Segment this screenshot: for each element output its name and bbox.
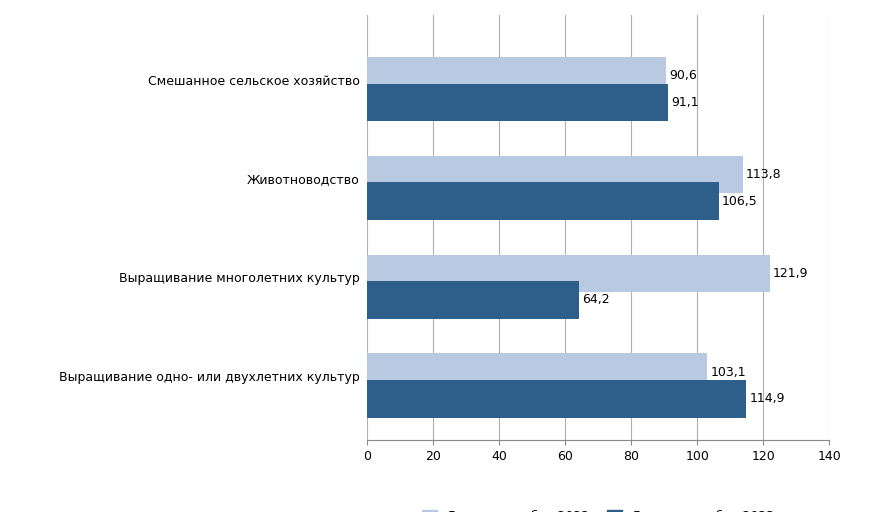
Bar bbox=[367, 83, 668, 121]
Text: 114,9: 114,9 bbox=[750, 392, 785, 406]
Bar bbox=[367, 254, 769, 292]
Bar bbox=[367, 182, 718, 220]
Bar bbox=[367, 353, 707, 391]
Text: 121,9: 121,9 bbox=[773, 267, 808, 280]
Text: 106,5: 106,5 bbox=[722, 195, 758, 208]
Text: 91,1: 91,1 bbox=[671, 96, 698, 109]
Bar bbox=[367, 380, 746, 418]
Text: 90,6: 90,6 bbox=[670, 69, 698, 82]
Bar bbox=[367, 281, 579, 319]
Legend: Январь-декабрь 2022, Январь-декабрь 2023: Январь-декабрь 2022, Январь-декабрь 2023 bbox=[416, 504, 780, 512]
Bar bbox=[367, 57, 666, 94]
Bar bbox=[367, 156, 743, 193]
Text: 64,2: 64,2 bbox=[582, 293, 609, 307]
Text: 103,1: 103,1 bbox=[711, 366, 746, 379]
Text: 113,8: 113,8 bbox=[746, 168, 781, 181]
